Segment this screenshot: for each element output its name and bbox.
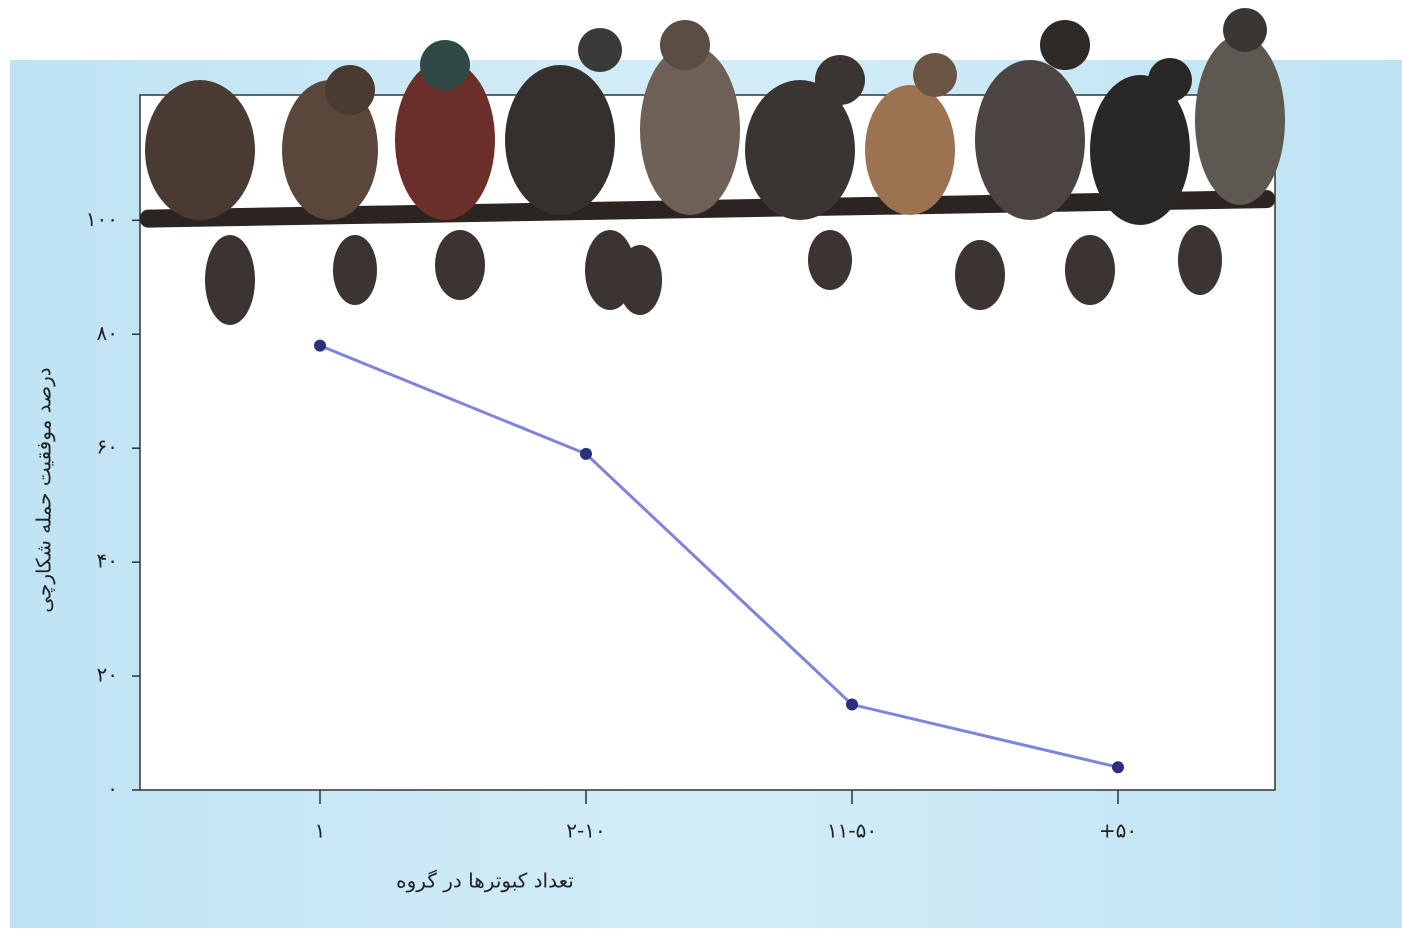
data-point [314, 339, 326, 352]
data-point [1112, 761, 1124, 774]
y-tick-label: ۶۰ [97, 435, 118, 459]
y-tick-label: ۱۰۰ [86, 207, 118, 231]
x-tick-label: ۱۱-۵۰ [827, 819, 877, 843]
pigeons-illustration [140, 8, 1285, 325]
x-tick-label: +۵۰ [1099, 819, 1137, 843]
y-tick-label: ۲۰ [97, 663, 118, 687]
data-point [846, 698, 858, 711]
x-tick-label: ۲-۱۰ [566, 819, 605, 843]
x-tick-label: ۱ [315, 819, 326, 843]
y-axis-title: درصد موفقیت حمله شکارچی [32, 367, 56, 612]
series-line [319, 344, 1119, 769]
x-axis-title: تعداد کبوترها در گروه [396, 869, 574, 893]
pigeon-shapes [145, 8, 1285, 325]
data-point [580, 447, 592, 460]
y-tick-label: ۰ [107, 777, 118, 801]
y-tick-label: ۴۰ [97, 549, 118, 573]
y-tick-label: ۸۰ [97, 321, 118, 345]
